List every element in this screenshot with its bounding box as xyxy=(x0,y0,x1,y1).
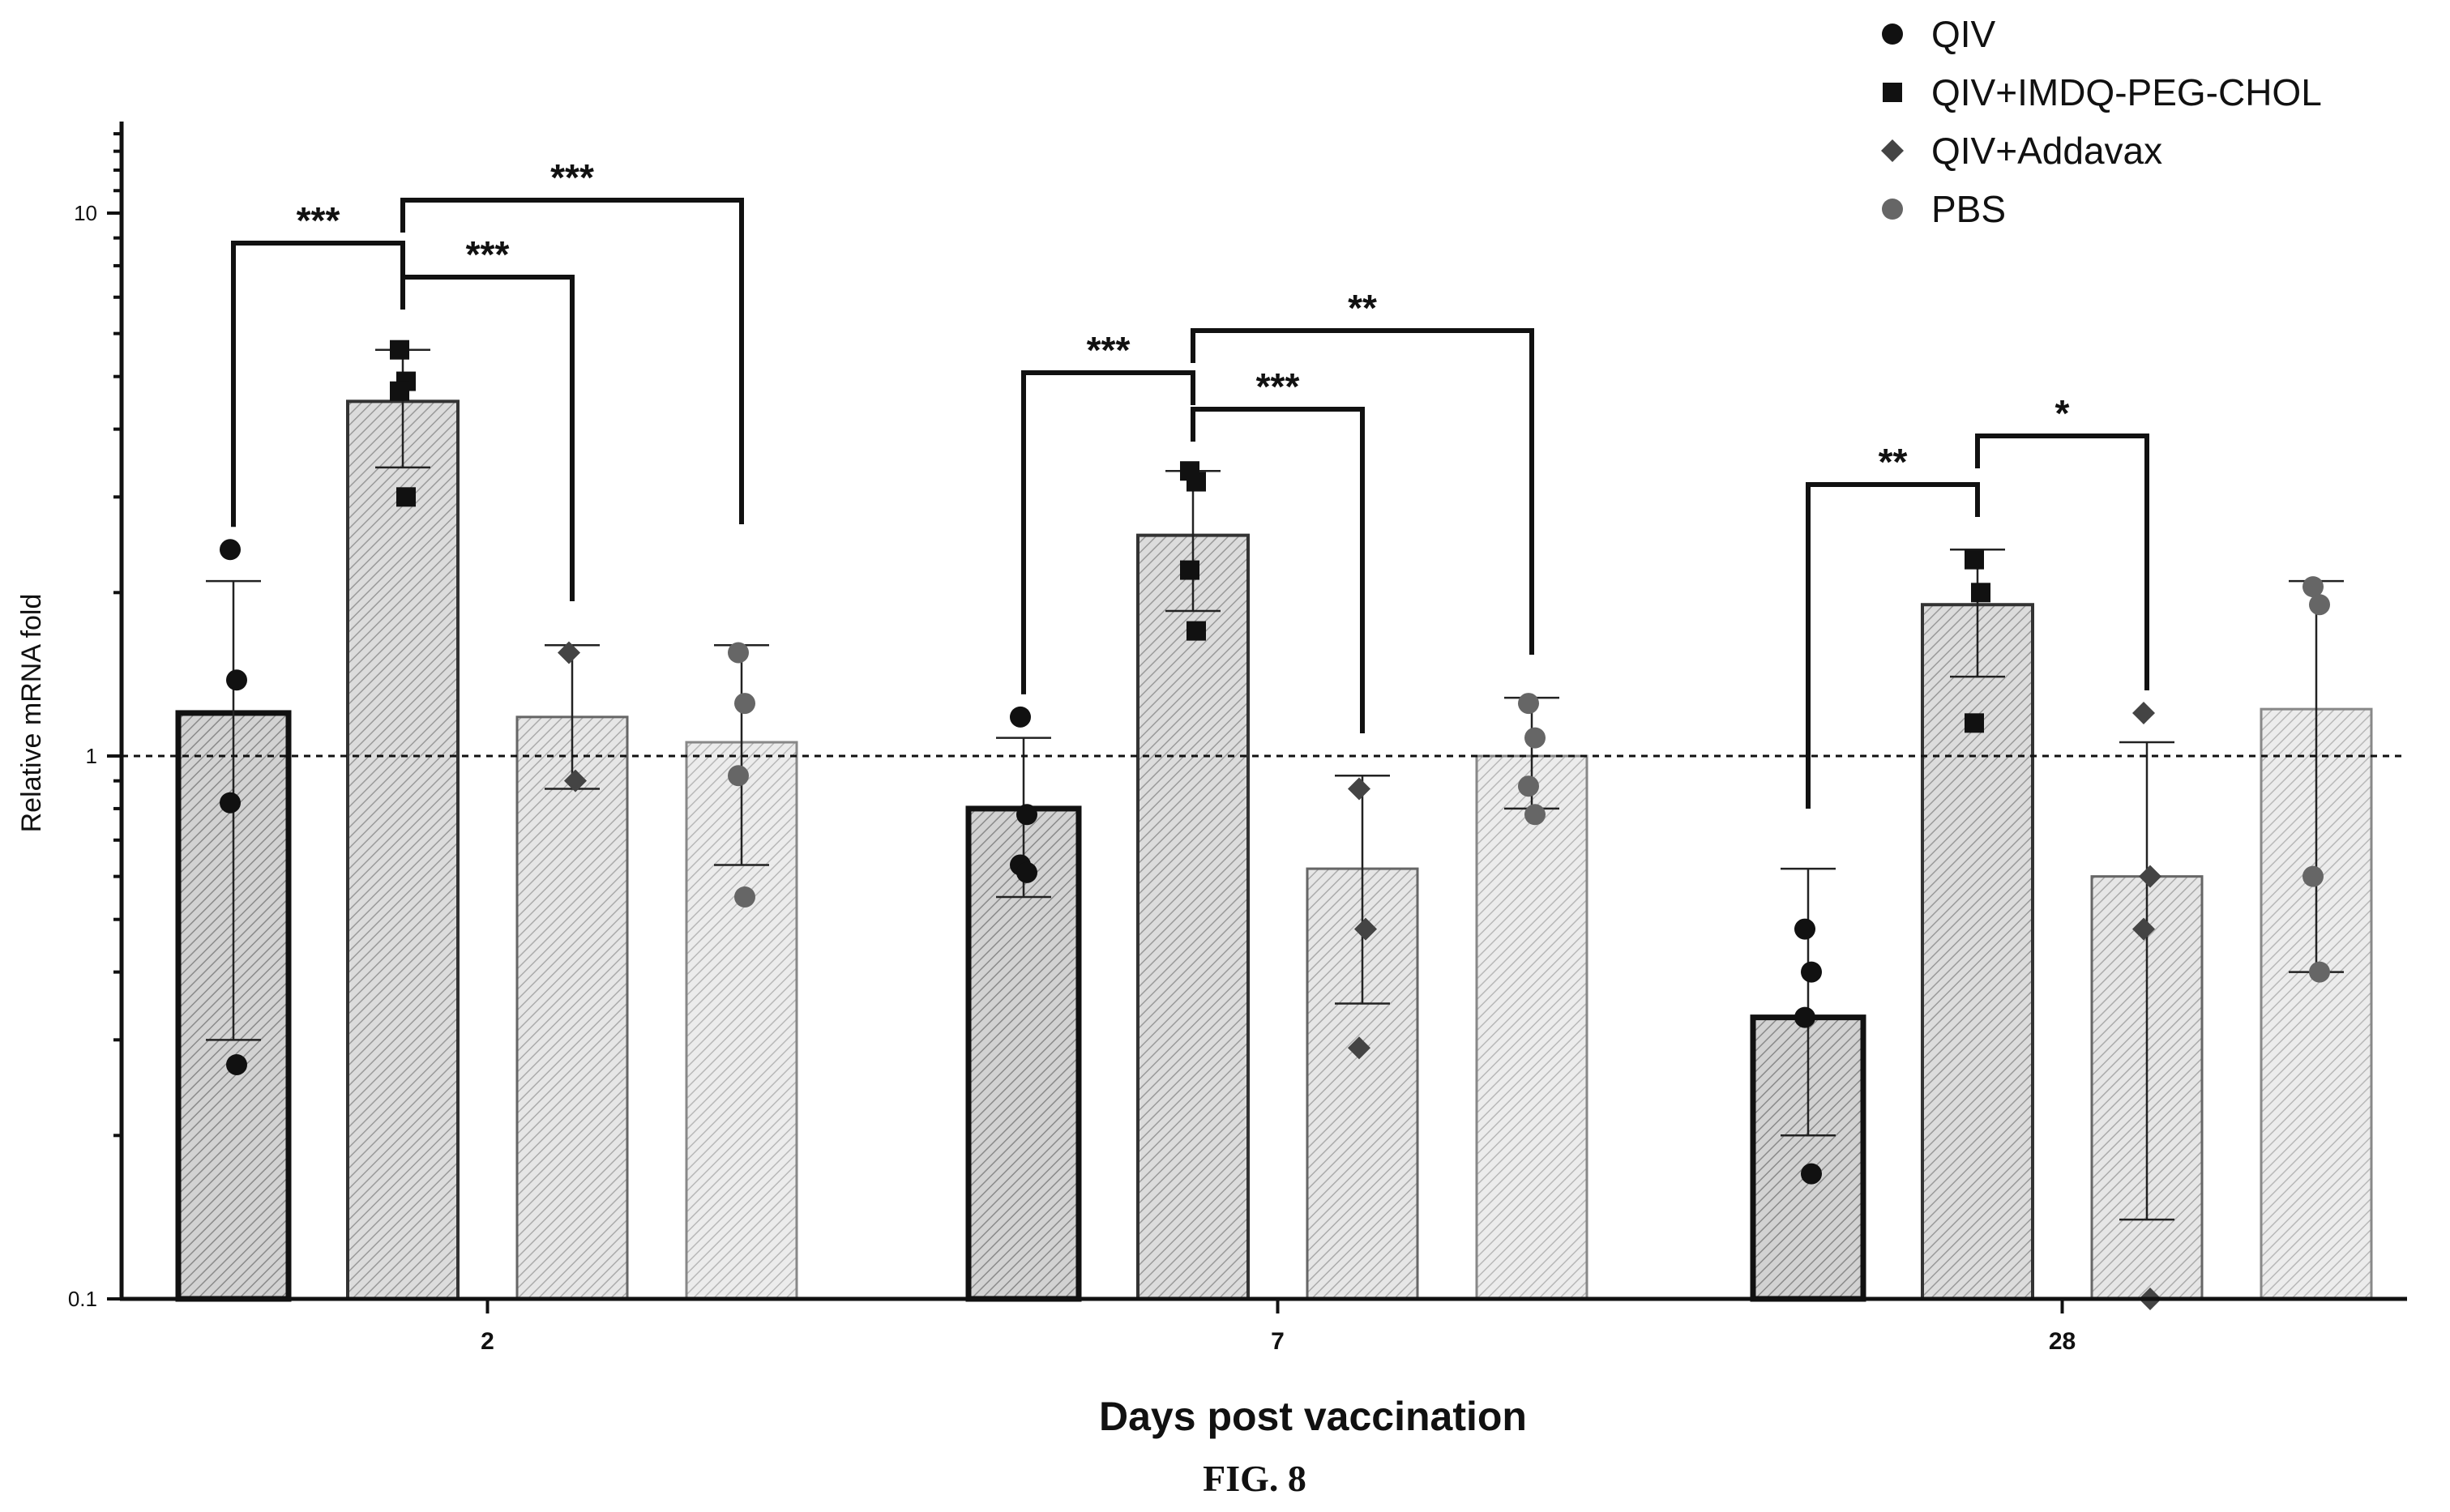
significance-label: *** xyxy=(1256,365,1300,408)
data-point xyxy=(1348,1036,1370,1060)
data-point xyxy=(1794,918,1815,940)
x-axis-label: Days post vaccination xyxy=(1099,1394,1527,1439)
significance-label: *** xyxy=(550,156,594,199)
significance-bracket xyxy=(1021,370,1195,694)
y-axis-label: Relative mRNA fold xyxy=(16,594,47,833)
data-point xyxy=(1010,706,1031,728)
data-point xyxy=(1965,713,1984,733)
significance-label: *** xyxy=(297,199,340,241)
data-point xyxy=(226,669,247,691)
data-point xyxy=(2309,594,2330,616)
data-point xyxy=(2132,701,2155,724)
data-point xyxy=(1524,727,1546,749)
bar xyxy=(515,715,629,1301)
data-point xyxy=(1518,693,1539,715)
x-tick-label: 7 xyxy=(1271,1328,1285,1355)
data-point xyxy=(1187,472,1206,492)
data-point xyxy=(1801,1163,1822,1185)
data-point xyxy=(1801,961,1822,983)
significance-label: ** xyxy=(1879,441,1908,483)
significance-layer: ******************** xyxy=(231,156,2149,809)
legend-marker xyxy=(1882,23,1903,45)
bar xyxy=(1921,603,2034,1301)
points-layer xyxy=(220,340,2330,1310)
significance-bracket xyxy=(1806,482,1980,809)
data-point xyxy=(1016,861,1037,883)
legend-label: QIV+Addavax xyxy=(1931,130,2162,172)
data-point xyxy=(396,487,416,507)
figure-label: FIG. 8 xyxy=(1203,1458,1306,1499)
data-point xyxy=(564,769,587,792)
legend-marker xyxy=(1883,83,1902,102)
data-point xyxy=(2302,865,2324,887)
legend-marker xyxy=(1881,139,1904,162)
data-point xyxy=(734,886,755,908)
x-tick-label: 2 xyxy=(481,1328,494,1355)
data-point xyxy=(728,765,749,787)
legend: QIV QIV+IMDQ-PEG-CHOL QIV+Addavax PBS xyxy=(1881,13,2322,230)
bar xyxy=(346,399,460,1301)
data-point xyxy=(2302,576,2324,598)
data-point xyxy=(1971,583,1990,603)
data-point xyxy=(1794,1006,1815,1028)
x-tick-label: 28 xyxy=(2049,1328,2076,1355)
data-point xyxy=(1354,917,1377,941)
legend-label: QIV xyxy=(1931,13,1996,55)
error-bars-layer xyxy=(206,348,2344,1221)
data-point xyxy=(728,642,749,664)
data-point xyxy=(220,792,241,814)
significance-label: *** xyxy=(1087,329,1131,371)
significance-label: * xyxy=(2055,392,2070,434)
data-point xyxy=(1348,777,1370,801)
data-point xyxy=(390,381,409,401)
significance-bracket xyxy=(400,198,744,524)
bar xyxy=(1475,754,1588,1301)
data-point xyxy=(2139,865,2161,888)
significance-bracket xyxy=(1975,434,2149,690)
data-point xyxy=(2309,961,2330,983)
x-ticks: 2 7 28 xyxy=(481,1299,2076,1355)
significance-label: *** xyxy=(466,233,510,275)
data-point xyxy=(1016,804,1037,826)
data-point xyxy=(1965,549,1984,570)
legend-label: QIV+IMDQ-PEG-CHOL xyxy=(1931,71,2322,113)
legend-marker xyxy=(1882,199,1903,220)
data-point xyxy=(2132,917,2155,941)
data-point xyxy=(1524,804,1546,826)
data-point xyxy=(734,693,755,715)
data-point xyxy=(220,539,241,561)
y-tick-label: 10 xyxy=(74,201,97,225)
y-tick-label: 1 xyxy=(86,744,97,768)
data-point xyxy=(1518,775,1539,797)
data-point xyxy=(390,340,409,360)
bar xyxy=(1136,533,1250,1301)
data-point xyxy=(1180,560,1199,580)
significance-bracket xyxy=(1191,328,1534,655)
bars-layer xyxy=(175,399,2373,1302)
data-point xyxy=(226,1053,247,1075)
legend-label: PBS xyxy=(1931,188,2006,230)
significance-bracket xyxy=(1191,407,1365,733)
y-tick-label: 0.1 xyxy=(68,1287,97,1311)
significance-label: ** xyxy=(1348,287,1377,329)
significance-bracket xyxy=(400,275,575,601)
data-point xyxy=(558,641,580,664)
y-ticks: 0.1 1 10 xyxy=(68,132,122,1311)
data-point xyxy=(1187,621,1206,641)
significance-bracket xyxy=(231,241,405,527)
